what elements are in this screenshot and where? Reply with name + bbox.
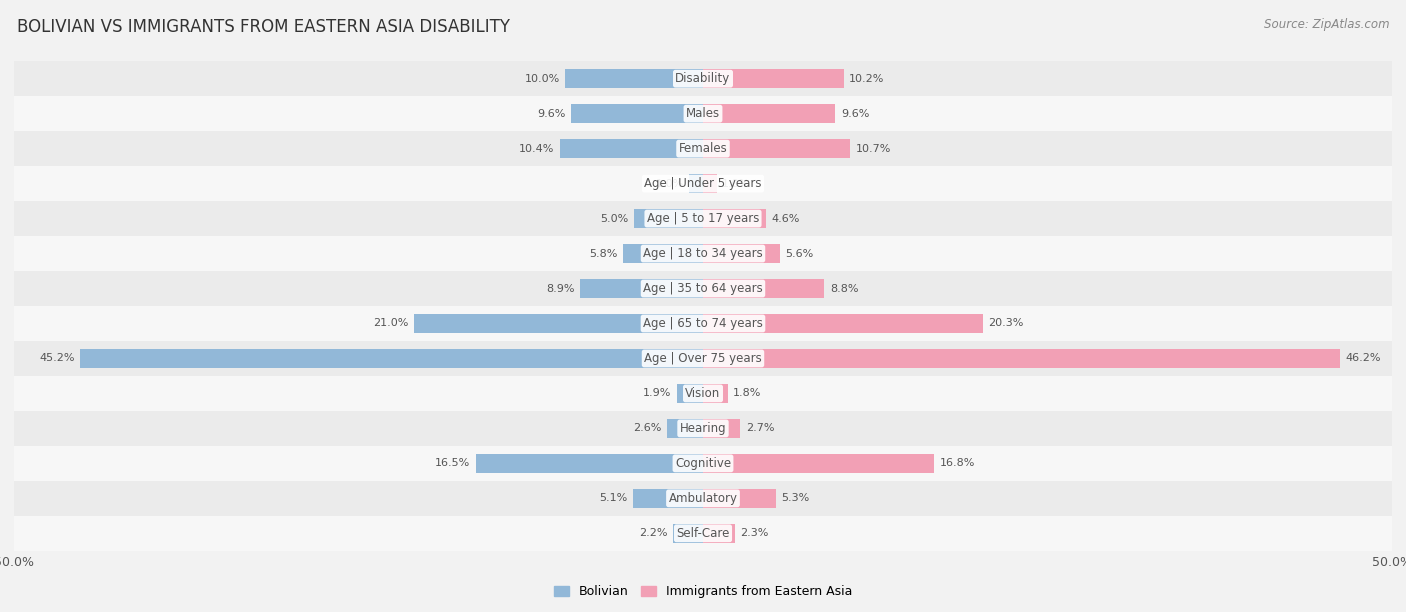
Bar — [581, 279, 703, 298]
Bar — [703, 69, 844, 88]
Bar — [14, 271, 1392, 306]
Text: 45.2%: 45.2% — [39, 354, 75, 364]
Text: Vision: Vision — [685, 387, 721, 400]
Bar — [571, 104, 703, 123]
Text: 8.9%: 8.9% — [547, 283, 575, 294]
Bar — [565, 69, 703, 88]
Text: 20.3%: 20.3% — [988, 318, 1024, 329]
Text: Age | Over 75 years: Age | Over 75 years — [644, 352, 762, 365]
Text: Age | 65 to 74 years: Age | 65 to 74 years — [643, 317, 763, 330]
Bar — [634, 209, 703, 228]
Bar — [703, 349, 1340, 368]
Text: 5.0%: 5.0% — [600, 214, 628, 223]
Bar — [703, 139, 851, 159]
Text: 5.1%: 5.1% — [599, 493, 627, 503]
Text: Females: Females — [679, 142, 727, 155]
Text: Age | 35 to 64 years: Age | 35 to 64 years — [643, 282, 763, 295]
Text: Hearing: Hearing — [679, 422, 727, 435]
Text: Disability: Disability — [675, 72, 731, 85]
Text: 16.5%: 16.5% — [434, 458, 470, 468]
Text: Age | 5 to 17 years: Age | 5 to 17 years — [647, 212, 759, 225]
Bar — [14, 341, 1392, 376]
Bar — [14, 411, 1392, 446]
Text: Age | Under 5 years: Age | Under 5 years — [644, 177, 762, 190]
Bar — [14, 376, 1392, 411]
Text: Males: Males — [686, 107, 720, 120]
Bar — [703, 524, 735, 543]
Text: 9.6%: 9.6% — [841, 109, 869, 119]
Bar — [703, 419, 740, 438]
Text: 8.8%: 8.8% — [830, 283, 858, 294]
Bar — [14, 201, 1392, 236]
Text: Cognitive: Cognitive — [675, 457, 731, 470]
Text: 1.0%: 1.0% — [655, 179, 683, 188]
Text: BOLIVIAN VS IMMIGRANTS FROM EASTERN ASIA DISABILITY: BOLIVIAN VS IMMIGRANTS FROM EASTERN ASIA… — [17, 18, 510, 36]
Bar — [14, 516, 1392, 551]
Bar — [623, 244, 703, 263]
Bar — [703, 209, 766, 228]
Bar — [14, 96, 1392, 131]
Text: Age | 18 to 34 years: Age | 18 to 34 years — [643, 247, 763, 260]
Text: 2.7%: 2.7% — [745, 424, 775, 433]
Text: 1.8%: 1.8% — [734, 389, 762, 398]
Text: 1.9%: 1.9% — [643, 389, 671, 398]
Text: 5.8%: 5.8% — [589, 248, 617, 258]
Text: Source: ZipAtlas.com: Source: ZipAtlas.com — [1264, 18, 1389, 31]
Bar — [676, 384, 703, 403]
Bar — [14, 446, 1392, 481]
Bar — [689, 174, 703, 193]
Text: 5.6%: 5.6% — [786, 248, 814, 258]
Text: Self-Care: Self-Care — [676, 527, 730, 540]
Bar — [633, 489, 703, 508]
Bar — [560, 139, 703, 159]
Bar — [413, 314, 703, 333]
Bar — [14, 306, 1392, 341]
Text: 10.0%: 10.0% — [524, 73, 560, 84]
Bar — [80, 349, 703, 368]
Text: 4.6%: 4.6% — [772, 214, 800, 223]
Bar — [703, 279, 824, 298]
Bar — [14, 166, 1392, 201]
Bar — [703, 384, 728, 403]
Bar — [14, 131, 1392, 166]
Text: 5.3%: 5.3% — [782, 493, 810, 503]
Bar — [703, 314, 983, 333]
Text: 10.4%: 10.4% — [519, 144, 554, 154]
Text: 16.8%: 16.8% — [941, 458, 976, 468]
Text: 2.2%: 2.2% — [638, 528, 668, 539]
Bar — [14, 481, 1392, 516]
Bar — [703, 489, 776, 508]
Text: 2.3%: 2.3% — [740, 528, 769, 539]
Text: Ambulatory: Ambulatory — [668, 492, 738, 505]
Text: 46.2%: 46.2% — [1346, 354, 1381, 364]
Text: 9.6%: 9.6% — [537, 109, 565, 119]
Text: 1.0%: 1.0% — [723, 179, 751, 188]
Bar — [703, 104, 835, 123]
Text: 10.7%: 10.7% — [856, 144, 891, 154]
Bar — [475, 453, 703, 473]
Bar — [703, 453, 935, 473]
Bar — [703, 174, 717, 193]
Bar — [668, 419, 703, 438]
Text: 2.6%: 2.6% — [633, 424, 662, 433]
Legend: Bolivian, Immigrants from Eastern Asia: Bolivian, Immigrants from Eastern Asia — [548, 580, 858, 603]
Bar — [14, 236, 1392, 271]
Text: 10.2%: 10.2% — [849, 73, 884, 84]
Text: 21.0%: 21.0% — [373, 318, 408, 329]
Bar — [672, 524, 703, 543]
Bar — [14, 61, 1392, 96]
Bar — [703, 244, 780, 263]
